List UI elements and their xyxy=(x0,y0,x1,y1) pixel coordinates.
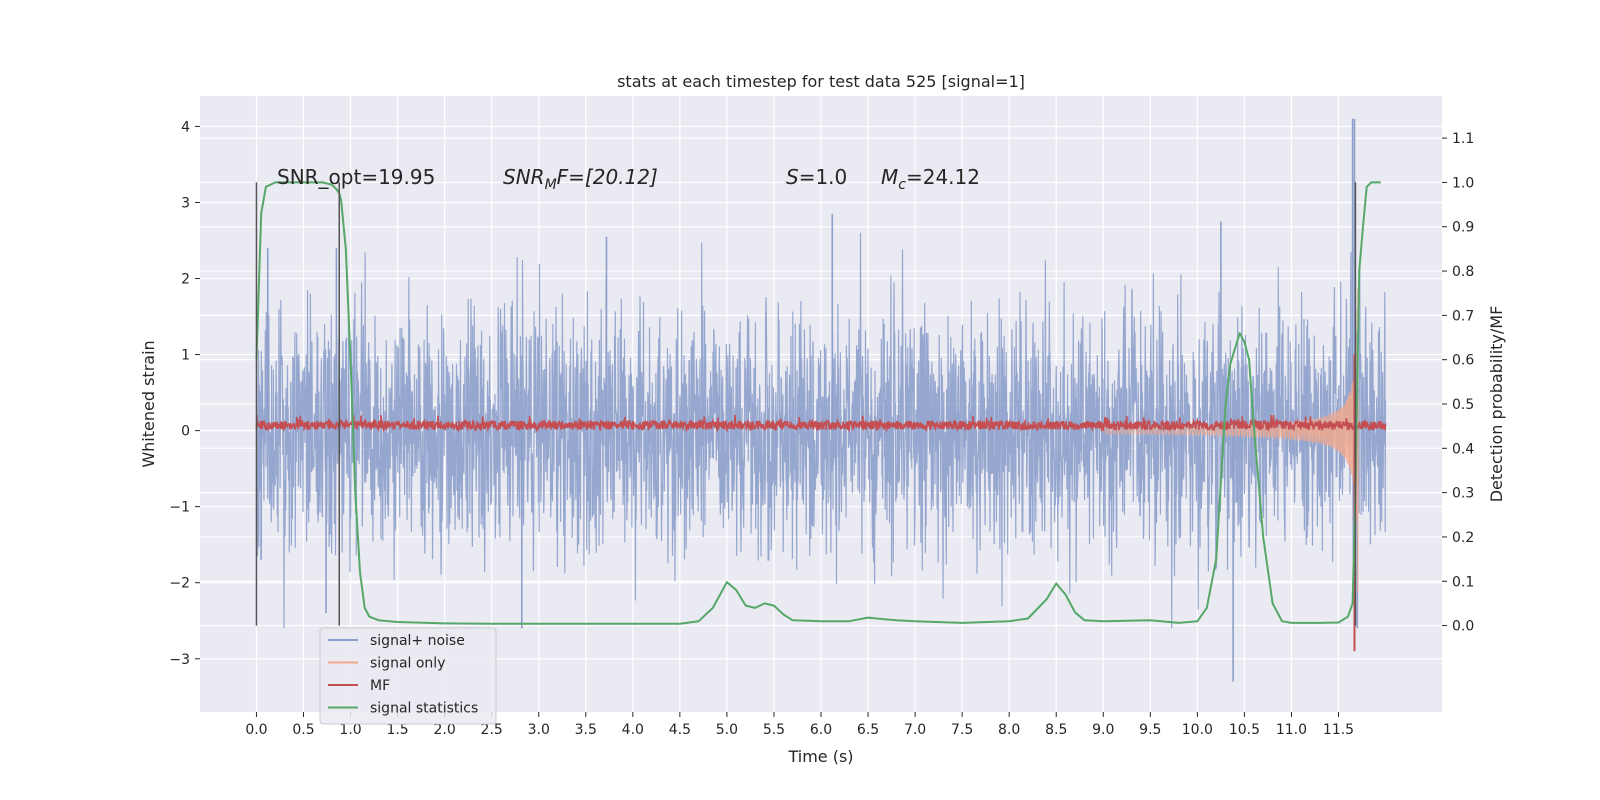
y-right-tick-label: 0.1 xyxy=(1452,574,1474,590)
y-tick-label: 3 xyxy=(181,195,190,211)
x-tick-label: 6.5 xyxy=(857,722,879,738)
y-right-tick-label: 0.0 xyxy=(1452,619,1474,635)
x-tick-label: 6.0 xyxy=(810,722,832,738)
annotation-mc: Mc=24.12 xyxy=(881,165,980,193)
y-right-tick-label: 1.0 xyxy=(1452,175,1474,191)
annotation-snr-mf-symbol: SNR xyxy=(503,165,545,189)
annotation-s: S=1.0 xyxy=(786,165,847,189)
legend-box xyxy=(319,627,497,725)
y-tick-label: 1 xyxy=(181,348,190,364)
y-right-tick-label: 0.7 xyxy=(1452,308,1474,324)
annotation-s-value: =1.0 xyxy=(799,165,848,189)
y-right-tick-label: 0.2 xyxy=(1452,530,1474,546)
x-tick-label: 11.5 xyxy=(1323,722,1354,738)
legend-items: signal+ noise signal only MF signal statist… xyxy=(328,633,478,717)
x-axis-ticks: 0.0 0.5 1.0 1.5 2.0 2.5 3.0 3.5 4.0 4.5 5.0 5.5 6.0 6… xyxy=(245,712,1354,738)
y-axis-label-right: Detection probability/MF xyxy=(1487,306,1506,503)
y-axis-label-left: Whitened strain xyxy=(139,340,158,467)
legend-label: signal+ noise xyxy=(370,633,465,649)
x-tick-label: 1.0 xyxy=(339,722,361,738)
x-tick-label: 3.5 xyxy=(575,722,597,738)
series-mf xyxy=(255,414,1387,433)
annotation-s-symbol: S xyxy=(786,165,799,189)
y-tick-label: 2 xyxy=(181,272,190,288)
x-tick-label: 10.5 xyxy=(1229,722,1260,738)
y-right-tick-label: 1.1 xyxy=(1452,131,1474,147)
x-tick-label: 9.5 xyxy=(1139,722,1161,738)
y-right-tick-label: 0.3 xyxy=(1452,486,1474,502)
series-signal-statistics xyxy=(255,181,1381,625)
annotation-snr-mf-sub: M xyxy=(545,177,557,193)
x-tick-label: 8.0 xyxy=(998,722,1020,738)
y-axis-ticks-left: −3 −2 −1 0 1 2 3 4 xyxy=(169,119,200,668)
x-tick-label: 0.0 xyxy=(245,722,267,738)
annotation-snr-opt: SNR_opt=19.95 xyxy=(277,165,435,189)
y-right-tick-label: 0.9 xyxy=(1452,220,1474,236)
y-axis-ticks-right: 0.0 0.1 0.2 0.3 0.4 0.5 0.6 0.7 0.8 0.9 1.0 1.1 xyxy=(1442,131,1474,635)
annotation-mc-value: =24.12 xyxy=(906,165,980,189)
annotation-mc-sub: c xyxy=(898,177,906,193)
x-tick-label: 10.0 xyxy=(1182,722,1213,738)
x-tick-label: 2.0 xyxy=(434,722,456,738)
x-tick-label: 2.5 xyxy=(481,722,503,738)
x-tick-label: 8.5 xyxy=(1045,722,1067,738)
x-tick-label: 1.5 xyxy=(386,722,408,738)
x-tick-label: 4.0 xyxy=(622,722,644,738)
y-tick-label: 4 xyxy=(181,119,190,135)
y-right-tick-label: 0.8 xyxy=(1452,264,1474,280)
y-right-tick-label: 0.4 xyxy=(1452,441,1474,457)
x-tick-label: 0.5 xyxy=(292,722,314,738)
plot-series xyxy=(255,118,1387,682)
legend-label: signal statistics xyxy=(370,701,478,717)
vertical-markers xyxy=(255,182,1357,626)
x-tick-label: 7.0 xyxy=(904,722,926,738)
chart-title: stats at each timestep for test data 525… xyxy=(617,72,1025,91)
x-tick-label: 7.5 xyxy=(951,722,973,738)
y-tick-label: −2 xyxy=(169,576,190,592)
y-right-tick-label: 0.5 xyxy=(1452,397,1474,413)
y-tick-label: 0 xyxy=(181,424,190,440)
x-axis-label: Time (s) xyxy=(787,747,853,766)
x-tick-label: 4.5 xyxy=(669,722,691,738)
x-tick-label: 3.0 xyxy=(528,722,550,738)
x-tick-label: 9.0 xyxy=(1092,722,1114,738)
annotation-mc-symbol: M xyxy=(881,165,898,189)
y-tick-label: −3 xyxy=(169,652,190,668)
x-tick-label: 11.0 xyxy=(1276,722,1307,738)
annotation-snr-mf-rest: F=[20.12] xyxy=(557,165,658,189)
x-tick-label: 5.5 xyxy=(763,722,785,738)
legend-label: MF xyxy=(370,678,390,694)
y-tick-label: −1 xyxy=(169,500,190,516)
legend: signal+ noise signal only MF signal statist… xyxy=(319,627,497,725)
y-right-tick-label: 0.6 xyxy=(1452,353,1474,369)
x-tick-label: 5.0 xyxy=(716,722,738,738)
annotation-snr-mf: SNRMF=[20.12] xyxy=(503,165,658,193)
legend-label: signal only xyxy=(370,656,445,672)
